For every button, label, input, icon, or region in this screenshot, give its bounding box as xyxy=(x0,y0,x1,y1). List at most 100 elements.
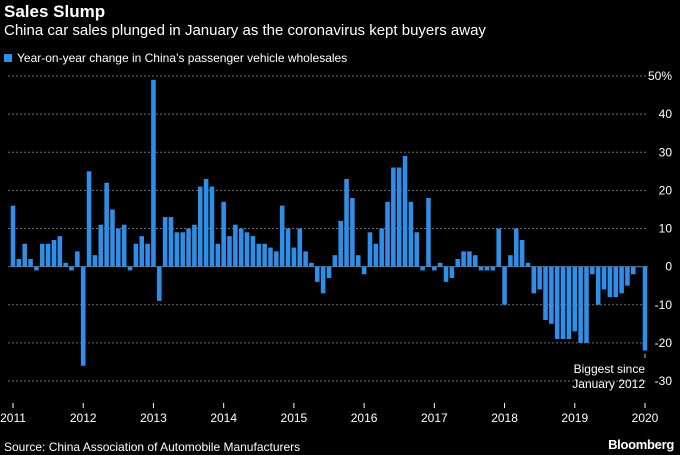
y-tick-label: 10 xyxy=(659,222,673,236)
bar xyxy=(636,266,642,268)
bar xyxy=(238,228,244,267)
bar xyxy=(303,251,308,267)
bar xyxy=(355,255,361,267)
bar xyxy=(490,266,496,271)
bar xyxy=(350,198,355,267)
bar xyxy=(10,205,16,267)
bar xyxy=(51,239,57,267)
y-tick-label: -10 xyxy=(655,298,673,312)
bar xyxy=(519,239,525,267)
bar xyxy=(274,251,279,267)
bar xyxy=(268,247,273,267)
bar xyxy=(45,243,51,267)
bar xyxy=(215,243,221,267)
bar xyxy=(642,266,648,351)
bar xyxy=(601,266,607,290)
bar xyxy=(192,224,197,267)
bar xyxy=(590,266,595,275)
legend-label: Year-on-year change in China’s passenger… xyxy=(17,51,348,65)
bar xyxy=(69,266,74,271)
bar xyxy=(16,259,22,267)
bar xyxy=(110,209,115,267)
brand-logo: Bloomberg xyxy=(608,437,674,452)
bar xyxy=(75,251,80,267)
bar xyxy=(554,266,560,340)
bar xyxy=(502,266,507,305)
bar xyxy=(572,266,578,332)
x-tick-label: 2012 xyxy=(70,411,97,425)
y-tick-label: 30 xyxy=(659,145,673,159)
bar xyxy=(461,251,466,267)
bar xyxy=(344,178,349,267)
bar xyxy=(513,228,519,267)
bar xyxy=(595,266,601,305)
bar xyxy=(22,243,27,267)
y-tick-label: 50% xyxy=(648,69,672,83)
x-tick-label: 2013 xyxy=(140,411,167,425)
bar xyxy=(127,266,133,271)
y-tick-label: 40 xyxy=(659,107,673,121)
bar xyxy=(391,167,396,267)
bar xyxy=(309,262,314,267)
bar xyxy=(455,259,461,267)
bar xyxy=(168,217,174,267)
bar xyxy=(34,266,39,271)
bar-layer xyxy=(10,79,648,366)
bar xyxy=(39,243,45,267)
bar xyxy=(209,186,215,267)
x-tick-label: 2017 xyxy=(421,411,448,425)
bar xyxy=(203,178,209,267)
bar xyxy=(92,255,98,267)
bar xyxy=(367,232,373,267)
bar xyxy=(291,247,297,267)
bar xyxy=(320,266,326,294)
bar xyxy=(449,266,455,279)
bar xyxy=(607,266,613,298)
bar xyxy=(584,266,589,343)
bar xyxy=(467,251,472,267)
x-tick-label: 2020 xyxy=(632,411,659,425)
x-tick-label: 2019 xyxy=(561,411,588,425)
legend-swatch xyxy=(4,54,12,62)
bar xyxy=(338,220,343,267)
bar xyxy=(139,236,145,267)
bar xyxy=(197,186,203,267)
bar xyxy=(361,266,367,275)
bar xyxy=(578,266,583,343)
bar xyxy=(285,228,291,267)
x-tick-label: 2018 xyxy=(491,411,518,425)
bar xyxy=(402,156,408,267)
bar xyxy=(619,266,624,294)
x-tick-label: 2015 xyxy=(281,411,308,425)
tick-layer: -30 -20 -10 0 10 20 30 40 50% 2011 2012 2013 2014 201… xyxy=(0,69,672,425)
bar xyxy=(631,266,636,275)
bar xyxy=(537,266,542,290)
bar xyxy=(250,236,256,267)
bar xyxy=(227,236,232,267)
bar xyxy=(443,266,449,282)
bar xyxy=(496,228,501,267)
bar xyxy=(420,266,425,271)
bar xyxy=(625,266,630,286)
bar xyxy=(297,228,303,267)
bar xyxy=(57,236,63,267)
bar xyxy=(478,266,484,271)
bar xyxy=(396,167,402,267)
y-tick-label: -20 xyxy=(655,336,673,350)
annotation-text-line2: January 2012 xyxy=(572,377,645,391)
bar xyxy=(379,228,384,267)
bar xyxy=(262,243,267,267)
bar xyxy=(162,217,168,267)
bar xyxy=(145,243,150,267)
bar xyxy=(151,79,156,267)
bar xyxy=(525,262,531,267)
bar xyxy=(86,171,92,267)
bar xyxy=(80,266,86,366)
bar xyxy=(613,266,619,298)
legend: Year-on-year change in China’s passenger… xyxy=(4,51,347,65)
y-tick-label: 20 xyxy=(659,183,673,197)
bar xyxy=(437,262,443,267)
bar xyxy=(531,266,537,294)
bar xyxy=(186,228,191,267)
bar xyxy=(414,232,420,267)
